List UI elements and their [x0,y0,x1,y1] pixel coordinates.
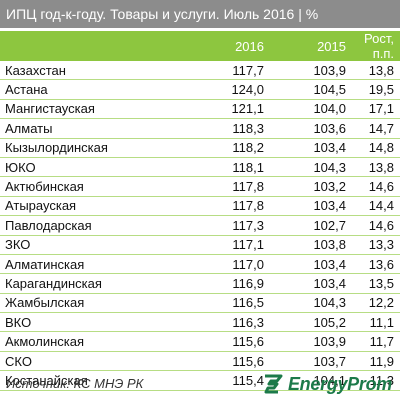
region-cell: Жамбылская [0,293,178,314]
value-2016-cell: 117,7 [178,61,270,81]
growth-cell: 11,1 [352,312,400,333]
value-2016-cell: 118,1 [178,157,270,178]
value-2016-cell: 115,6 [178,351,270,372]
cpi-table: 2016 2015 Рост, п.п. Казахстан 117,7 103,9… [0,31,400,391]
region-cell: Астана [0,79,178,100]
region-cell: Павлодарская [0,215,178,236]
value-2016-cell: 117,0 [178,254,270,275]
growth-cell: 11,7 [352,331,400,352]
growth-cell: 17,1 [352,99,400,120]
table-row: Кызылординская 118,2 103,4 14,8 [0,138,400,158]
table-row: Актюбинская 117,8 103,2 14,6 [0,176,400,197]
region-cell: ВКО [0,312,178,333]
value-2015-cell: 105,2 [270,312,352,333]
value-2015-cell: 103,2 [270,176,352,197]
energyprom-logo: EnergyProm [262,372,392,396]
footer: Источник: КС МНЭ РК EnergyProm [0,368,400,400]
table-row: Астана 124,0 104,5 19,5 [0,79,400,100]
value-2015-cell: 103,9 [270,61,352,81]
value-2015-cell: 103,4 [270,254,352,275]
value-2015-cell: 104,3 [270,157,352,178]
region-cell: ЮКО [0,157,178,178]
region-cell: Алматы [0,118,178,139]
value-2015-cell: 103,6 [270,118,352,139]
value-2016-cell: 121,1 [178,99,270,120]
value-2016-cell: 116,3 [178,312,270,333]
growth-cell: 13,8 [352,61,400,81]
growth-cell: 13,8 [352,157,400,178]
value-2015-cell: 104,5 [270,79,352,100]
table-row: Павлодарская 117,3 102,7 14,6 [0,215,400,236]
table-row: Казахстан 117,7 103,9 13,8 [0,61,400,81]
value-2015-cell: 104,3 [270,293,352,314]
column-header-growth: Рост, п.п. [352,31,400,61]
region-cell: Казахстан [0,61,178,81]
value-2015-cell: 103,7 [270,351,352,372]
region-cell: Атырауская [0,196,178,217]
value-2015-cell: 103,9 [270,331,352,352]
region-cell: Алматинская [0,254,178,275]
value-2016-cell: 117,3 [178,215,270,236]
page-title: ИПЦ год-к-году. Товары и услуги. Июль 20… [0,0,400,28]
growth-cell: 14,8 [352,138,400,158]
growth-cell: 14,4 [352,196,400,217]
value-2016-cell: 116,5 [178,293,270,314]
value-2016-cell: 117,8 [178,176,270,197]
value-2016-cell: 117,1 [178,235,270,255]
growth-cell: 14,6 [352,215,400,236]
value-2015-cell: 103,4 [270,138,352,158]
value-2016-cell: 115,6 [178,331,270,352]
region-cell: Костанайская [0,370,178,391]
region-cell: Кызылординская [0,138,178,158]
table-row: Жамбылская 116,5 104,3 12,2 [0,293,400,314]
logo-text: EnergyProm [287,373,392,394]
value-2015-cell: 103,4 [270,196,352,217]
growth-cell: 13,3 [352,235,400,255]
growth-cell: 11,9 [352,351,400,372]
table-row: ЗКО 117,1 103,8 13,3 [0,235,400,255]
table-row: ЮКО 118,1 104,3 13,8 [0,157,400,178]
value-2016-cell: 117,8 [178,196,270,217]
energyprom-logo-icon [264,374,283,394]
value-2015-cell: 103,4 [270,273,352,294]
table-row: Костанайская 115,4 104,1 11,3 [0,370,400,391]
region-cell: Акмолинская [0,331,178,352]
value-2016-cell: 116,9 [178,273,270,294]
growth-cell: 19,5 [352,79,400,100]
value-2015-cell: 104,0 [270,99,352,120]
table-row: Мангистауская 121,1 104,0 17,1 [0,99,400,120]
table-row: Алматы 118,3 103,6 14,7 [0,118,400,139]
column-header-region [0,31,178,61]
region-cell: ЗКО [0,235,178,255]
table-row: Акмолинская 115,6 103,9 11,7 [0,331,400,352]
growth-cell: 11,3 [352,370,400,391]
column-header-2015: 2015 [270,31,352,61]
value-2016-cell: 118,3 [178,118,270,139]
source-note: Источник: КС МНЭ РК [6,376,144,391]
table-row: СКО 115,6 103,7 11,9 [0,351,400,372]
region-cell: Мангистауская [0,99,178,120]
growth-cell: 12,2 [352,293,400,314]
region-cell: Актюбинская [0,176,178,197]
column-header-2016: 2016 [178,31,270,61]
growth-cell: 13,6 [352,254,400,275]
growth-cell: 14,6 [352,176,400,197]
value-2016-cell: 118,2 [178,138,270,158]
value-2015-cell: 104,1 [270,370,352,391]
region-cell: СКО [0,351,178,372]
growth-cell: 14,7 [352,118,400,139]
region-cell: Карагандинская [0,273,178,294]
table-row: Атырауская 117,8 103,4 14,4 [0,196,400,217]
value-2016-cell: 124,0 [178,79,270,100]
value-2015-cell: 103,8 [270,235,352,255]
growth-cell: 13,5 [352,273,400,294]
value-2016-cell: 115,4 [178,370,270,391]
table-row: ВКО 116,3 105,2 11,1 [0,312,400,333]
table-row: Алматинская 117,0 103,4 13,6 [0,254,400,275]
table-row: Карагандинская 116,9 103,4 13,5 [0,273,400,294]
value-2015-cell: 102,7 [270,215,352,236]
table-header-row: 2016 2015 Рост, п.п. [0,31,400,61]
